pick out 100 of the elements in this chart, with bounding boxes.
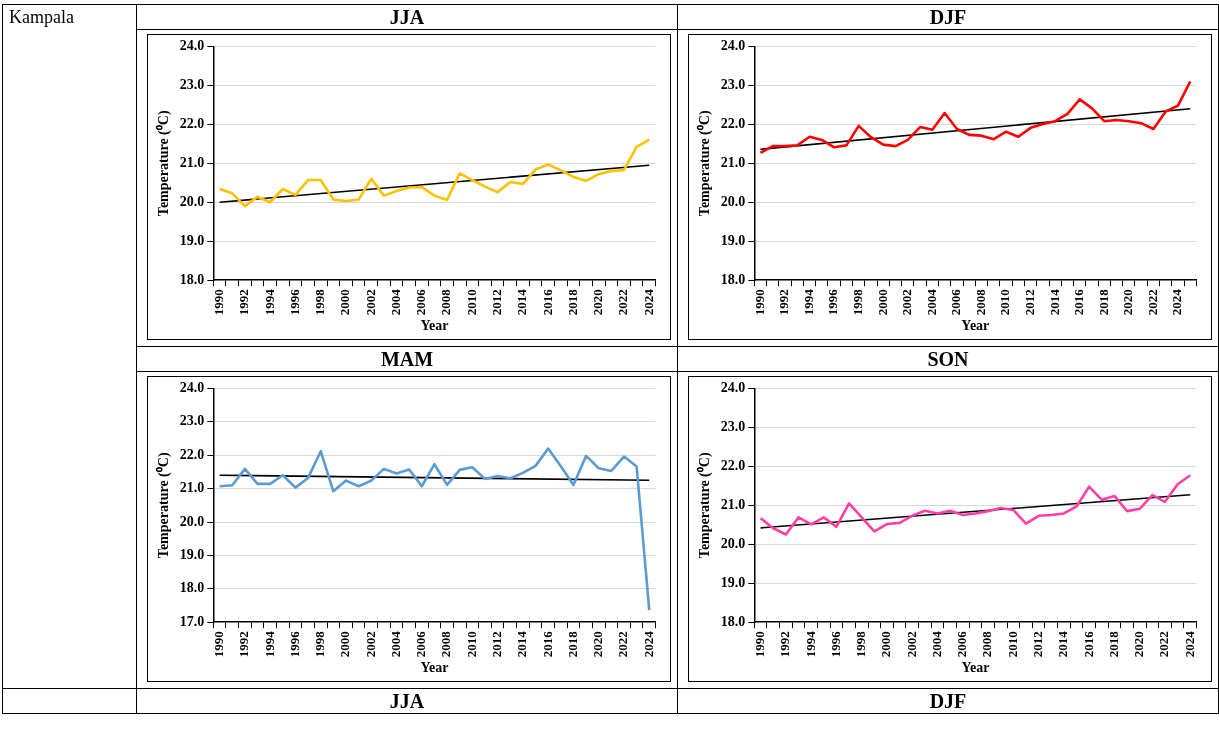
x-tick-label: 2018 (1105, 630, 1121, 658)
text: JJA (136, 688, 678, 714)
x-tick-label: 2022 (615, 289, 631, 316)
x-tick-label: 2008 (438, 630, 454, 658)
x-tick-label: 2004 (928, 630, 944, 658)
x-tick-label: 2006 (413, 288, 429, 316)
y-tick-label: 24.0 (720, 380, 746, 396)
x-tick-label: 2018 (564, 288, 580, 316)
x-tick-label: 1998 (312, 630, 328, 658)
x-tick-label: 2012 (488, 289, 504, 316)
x-tick-label: 2006 (954, 630, 970, 658)
x-tick-label: 2016 (539, 630, 555, 658)
x-tick-label: 1994 (261, 288, 277, 316)
x-tick-label: 2014 (514, 630, 530, 658)
y-tick-label: 23.0 (720, 418, 746, 434)
x-tick-label: 2006 (413, 630, 429, 658)
x-tick-label: 2014 (514, 288, 530, 316)
x-tick-label: 2010 (1004, 631, 1020, 658)
y-tick-label: 24.0 (179, 380, 205, 396)
x-tick-label: 1994 (261, 630, 277, 658)
x-tick-label: 1992 (776, 289, 792, 316)
x-tick-label: 2022 (1144, 289, 1160, 316)
x-tick-label: 1996 (286, 630, 302, 658)
x-tick-label: 2008 (972, 288, 988, 316)
x-tick-label: 2020 (1120, 289, 1136, 316)
x-tick-label: 2012 (488, 631, 504, 658)
x-tick-label: 1990 (210, 631, 226, 658)
x-tick-label: 1998 (850, 288, 866, 316)
y-tick-label: 19.0 (720, 232, 746, 248)
x-tick-label: 1992 (777, 631, 793, 658)
x-tick-label: 1992 (236, 631, 252, 658)
x-tick-label: 2024 (640, 630, 656, 658)
x-tick-label: 1996 (827, 630, 843, 658)
x-tick-label: 2012 (1029, 631, 1045, 658)
y-tick-label: 20.0 (179, 193, 205, 209)
x-tick-label: 1998 (853, 630, 869, 658)
x-tick-label: 2018 (1095, 288, 1111, 316)
x-tick-label: 2024 (1181, 630, 1197, 658)
x-tick-label: 2022 (1156, 631, 1172, 658)
x-tick-label: 2008 (979, 630, 995, 658)
x-tick-label: 1992 (236, 289, 252, 316)
y-tick-label: 24.0 (720, 38, 746, 54)
y-axis-title: Temperature (⁰C) (155, 452, 173, 559)
y-tick-label: 18.0 (720, 613, 746, 629)
y-tick-label: 22.0 (179, 446, 205, 462)
x-tick-label: 2020 (590, 631, 606, 658)
x-tick-label: 2012 (1021, 289, 1037, 316)
y-tick-label: 20.0 (720, 535, 746, 551)
x-tick-label: 2024 (640, 288, 656, 316)
y-tick-label: 23.0 (720, 76, 746, 92)
x-tick-label: 2002 (899, 289, 915, 316)
y-tick-label: 17.0 (179, 613, 205, 629)
x-tick-label: 2002 (903, 631, 919, 658)
text: DJF (677, 688, 1219, 714)
x-tick-label: 2020 (590, 289, 606, 316)
x-tick-label: 1998 (312, 288, 328, 316)
x-tick-label: 2016 (1080, 630, 1096, 658)
x-tick-label: 2004 (387, 288, 403, 316)
x-tick-label: 2014 (1046, 288, 1062, 316)
x-tick-label: 2000 (874, 289, 890, 316)
chart-title: DJF (677, 4, 1219, 30)
x-tick-label: 1994 (800, 288, 816, 316)
y-tick-label: 22.0 (179, 115, 205, 131)
x-tick-label: 2022 (615, 631, 631, 658)
x-tick-label: 1994 (802, 630, 818, 658)
x-tick-label: 2000 (337, 289, 353, 316)
x-tick-label: 2002 (362, 631, 378, 658)
x-tick-label: 1990 (751, 631, 767, 658)
x-axis-title: Year (961, 660, 990, 676)
x-tick-label: 2010 (463, 631, 479, 658)
text: Kampala (2, 4, 137, 689)
y-tick-label: 21.0 (179, 154, 205, 170)
x-tick-label: 2002 (362, 289, 378, 316)
x-tick-label: 1990 (751, 289, 767, 316)
y-tick-label: 20.0 (720, 193, 746, 209)
y-tick-label: 21.0 (720, 154, 746, 170)
y-tick-label: 22.0 (720, 457, 746, 473)
x-tick-label: 2024 (1169, 288, 1185, 316)
x-tick-label: 2018 (564, 630, 580, 658)
y-tick-label: 21.0 (720, 496, 746, 512)
x-tick-label: 1990 (210, 289, 226, 316)
x-tick-label: 2004 (923, 288, 939, 316)
x-tick-label: 2000 (878, 631, 894, 658)
y-tick-label: 19.0 (720, 574, 746, 590)
y-tick-label: 23.0 (179, 76, 205, 92)
x-tick-label: 2016 (539, 288, 555, 316)
y-axis-title: Temperature (⁰C) (696, 110, 714, 217)
y-tick-label: 18.0 (179, 580, 205, 596)
chart-title: MAM (136, 346, 678, 372)
x-tick-label: 2010 (997, 289, 1013, 316)
x-tick-label: 2016 (1071, 288, 1087, 316)
x-axis-title: Year (420, 318, 449, 334)
y-tick-label: 21.0 (179, 480, 205, 496)
chart-title: SON (677, 346, 1219, 372)
y-axis-title: Temperature (⁰C) (696, 452, 714, 559)
x-tick-label: 2000 (337, 631, 353, 658)
y-tick-label: 19.0 (179, 232, 205, 248)
x-tick-label: 2014 (1055, 630, 1071, 658)
x-tick-label: 2008 (438, 288, 454, 316)
chart-title: JJA (136, 4, 678, 30)
